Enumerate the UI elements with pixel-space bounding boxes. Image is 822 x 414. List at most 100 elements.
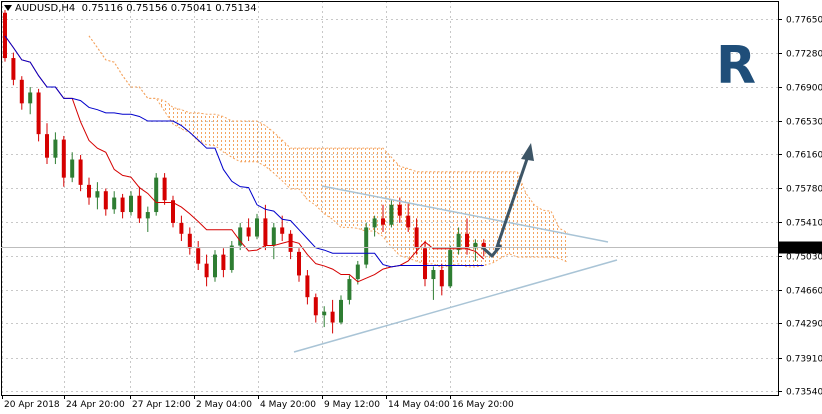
candle[interactable]	[11, 52, 16, 86]
candle[interactable]	[347, 275, 352, 305]
candle-body	[456, 233, 461, 251]
y-tick-label: 0.74660	[786, 287, 822, 297]
candle[interactable]	[45, 123, 49, 165]
candle[interactable]	[120, 193, 125, 219]
candle[interactable]	[61, 135, 66, 187]
candle[interactable]	[78, 154, 83, 192]
candle[interactable]	[322, 306, 327, 328]
arrow-up-icon[interactable]	[521, 143, 534, 161]
candle[interactable]	[313, 293, 318, 323]
candle[interactable]	[28, 87, 33, 115]
candle[interactable]	[154, 173, 159, 216]
candle-body	[364, 227, 369, 265]
candle[interactable]	[129, 191, 133, 216]
candle-body	[389, 204, 394, 225]
x-tick-label: 2 May 04:00	[196, 400, 252, 410]
candle[interactable]	[406, 202, 411, 232]
candle-body	[423, 248, 427, 280]
candle[interactable]	[280, 215, 285, 242]
candle[interactable]	[112, 191, 117, 214]
candle[interactable]	[162, 173, 167, 205]
triangle-upper-line[interactable]	[321, 185, 609, 243]
candle[interactable]	[19, 76, 24, 110]
candle[interactable]	[187, 227, 192, 255]
time-axis[interactable]: 20 Apr 2018 24 Apr 20:00 27 Apr 12:00 2 May…	[2, 395, 514, 410]
candle[interactable]	[221, 248, 226, 278]
candle[interactable]	[372, 215, 377, 237]
symbol-label: AUDUSD,H4	[15, 3, 76, 14]
candlesticks[interactable]	[3, 10, 486, 334]
kijun-sen-line	[4, 35, 484, 268]
candle[interactable]	[305, 270, 310, 305]
candle[interactable]	[297, 248, 301, 282]
candle[interactable]	[456, 227, 461, 255]
tenkan-sen-line	[4, 35, 485, 283]
indicator-lines	[4, 35, 485, 283]
x-tick-label: 16 May 20:00	[452, 400, 514, 410]
candle[interactable]	[238, 222, 243, 251]
triangle-pattern[interactable]	[293, 143, 618, 353]
candle[interactable]	[53, 132, 58, 165]
senkou-span-a-line	[88, 35, 569, 234]
candle[interactable]	[414, 218, 419, 255]
candle-body	[339, 299, 343, 323]
candle[interactable]	[196, 241, 201, 271]
collapse-triangle-icon[interactable]	[4, 5, 12, 11]
candle[interactable]	[36, 88, 41, 142]
candle[interactable]	[271, 222, 276, 260]
chart-frame	[1, 1, 779, 396]
y-tick-label: 0.75410	[786, 219, 822, 229]
candle-body	[145, 212, 150, 219]
candle[interactable]	[213, 250, 217, 282]
candle[interactable]	[423, 241, 427, 287]
ohlc-values: 0.75116 0.75156 0.75041 0.75134	[81, 3, 257, 14]
chart-header: AUDUSD,H4 0.75116 0.75156 0.75041 0.7513…	[4, 3, 257, 14]
candle[interactable]	[137, 186, 142, 223]
candle-body	[78, 159, 83, 185]
candle[interactable]	[288, 230, 293, 260]
candle[interactable]	[389, 200, 394, 228]
candle[interactable]	[95, 182, 100, 210]
candle[interactable]	[179, 215, 184, 242]
candle[interactable]	[431, 266, 436, 300]
candle[interactable]	[439, 263, 444, 296]
candle[interactable]	[87, 177, 91, 205]
candle-body	[414, 227, 419, 249]
candle-body	[11, 58, 16, 80]
candle[interactable]	[103, 188, 108, 216]
candle[interactable]	[145, 206, 150, 232]
y-tick-label: 0.76530	[786, 118, 822, 128]
candle-body	[171, 200, 175, 223]
candle[interactable]	[330, 299, 335, 334]
candle[interactable]	[364, 222, 369, 269]
candle[interactable]	[171, 195, 175, 228]
candle-body	[196, 248, 201, 264]
candle[interactable]	[255, 213, 259, 240]
candle-body	[439, 270, 444, 287]
candle[interactable]	[448, 245, 453, 289]
candle[interactable]	[246, 218, 251, 242]
y-tick-label: 0.75030	[786, 253, 822, 263]
price-axis[interactable]: 0.77650 0.77280 0.76900 0.76530 0.76160 0.757…	[1, 16, 822, 398]
candle[interactable]	[473, 239, 478, 261]
candle-body	[36, 92, 41, 135]
candle-body	[61, 139, 66, 178]
candle-body	[397, 204, 402, 216]
candle-body	[87, 184, 91, 198]
candle[interactable]	[339, 295, 343, 325]
triangle-lower-line[interactable]	[293, 259, 618, 353]
candle-body	[129, 195, 133, 213]
broker-logo-mark: R	[716, 36, 756, 96]
candle[interactable]	[263, 204, 268, 251]
candle[interactable]	[70, 152, 75, 183]
candle-body	[112, 197, 117, 210]
candle[interactable]	[355, 260, 360, 285]
candle[interactable]	[204, 254, 209, 287]
arrow-shaft[interactable]	[494, 155, 530, 251]
candle[interactable]	[381, 204, 385, 232]
candle-body	[330, 311, 335, 323]
x-tick-label: 24 Apr 20:00	[66, 400, 125, 410]
candle[interactable]	[229, 241, 234, 273]
